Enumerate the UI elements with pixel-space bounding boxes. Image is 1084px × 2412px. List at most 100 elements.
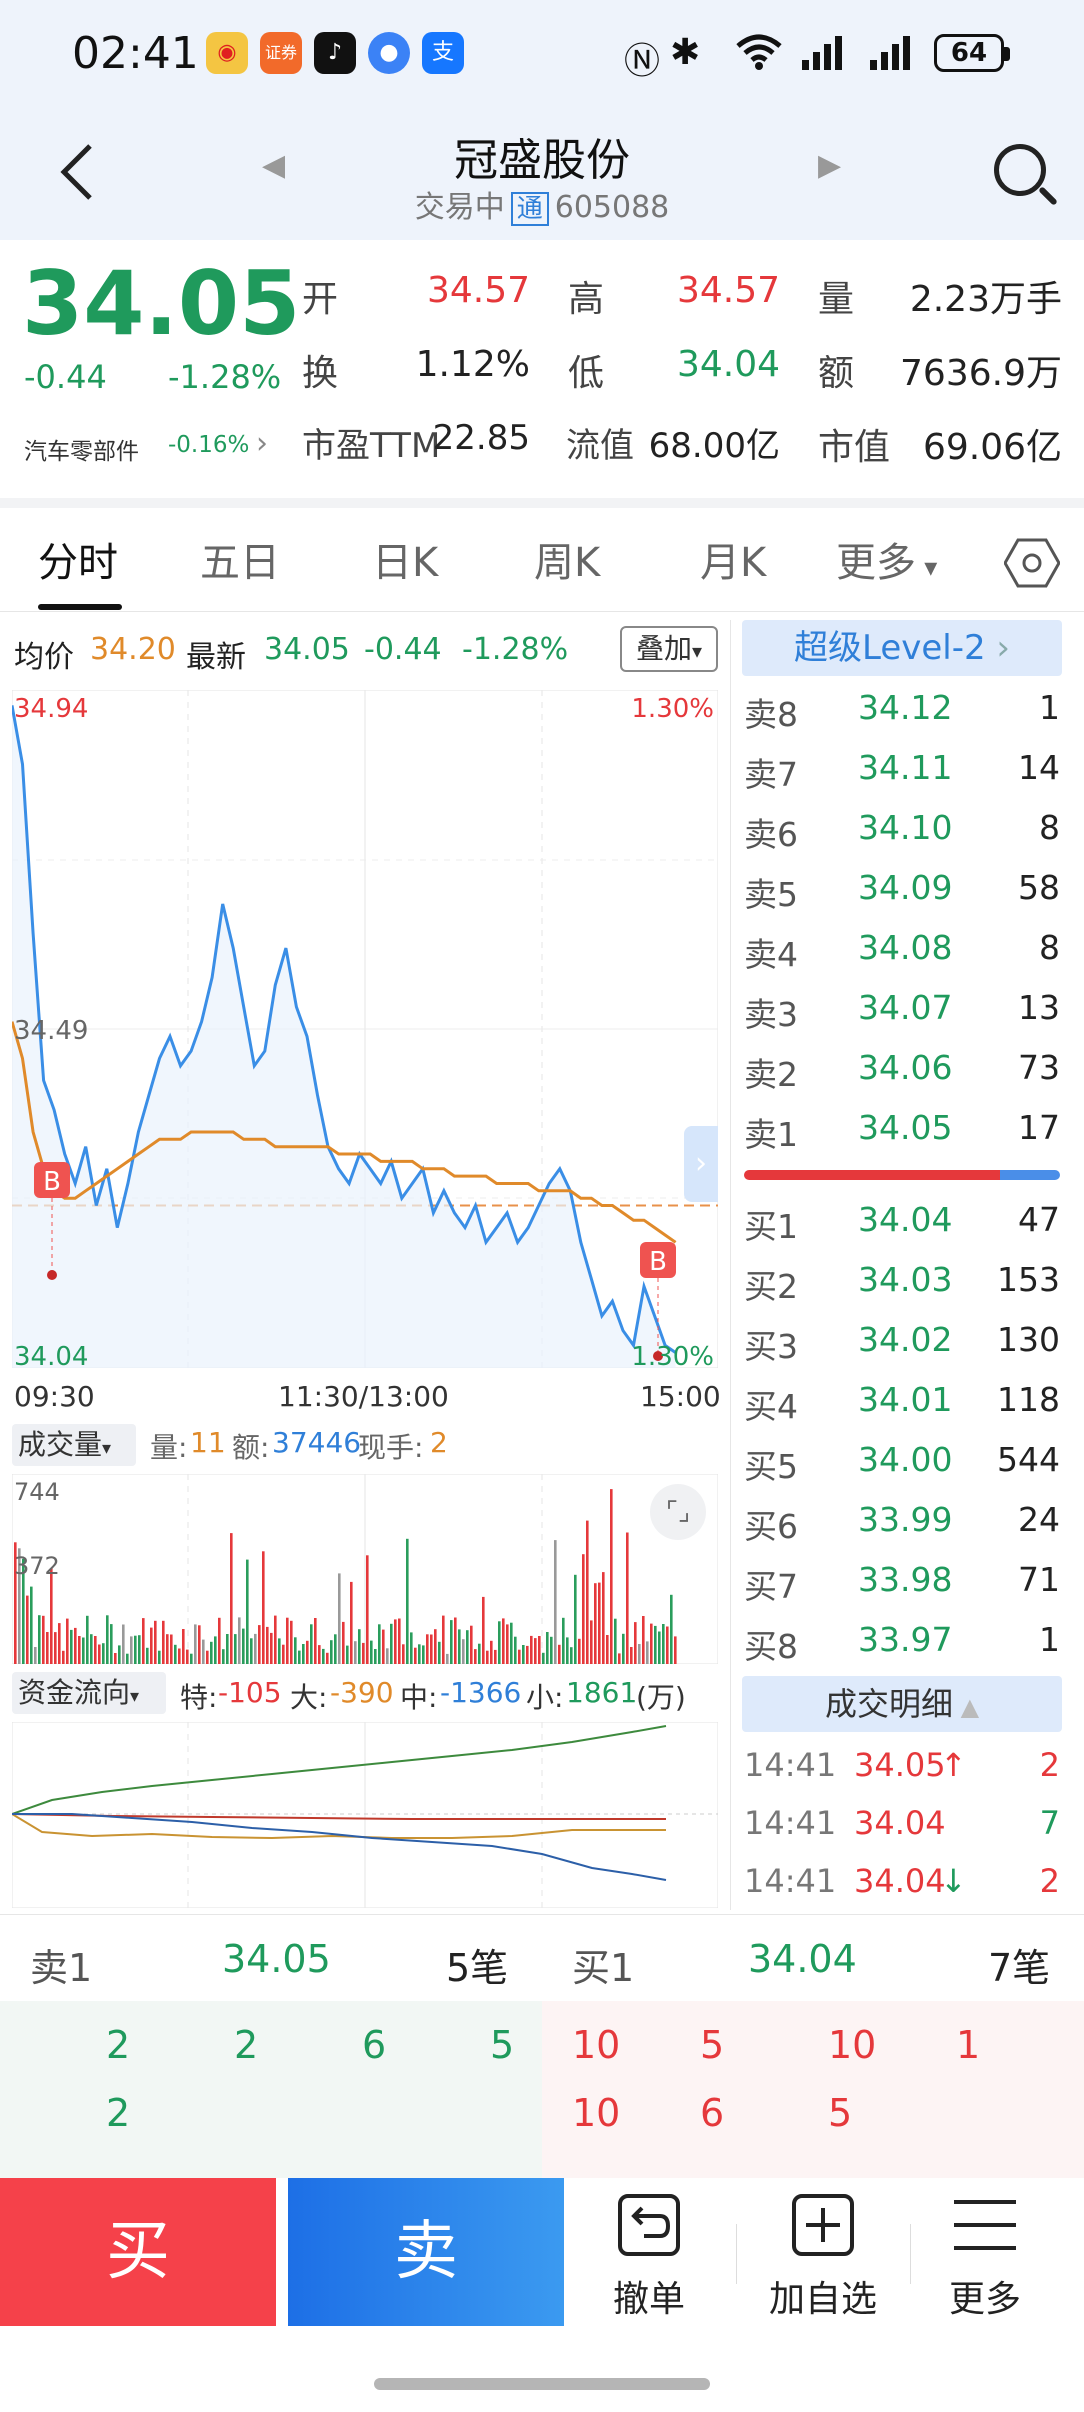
- ff-large-label: 大:: [290, 1681, 328, 1714]
- buy-marker[interactable]: B: [34, 1162, 70, 1280]
- stock-subtitle: 交易中通 605088: [0, 182, 1084, 226]
- volume-bar: [450, 1620, 453, 1664]
- volume-bar: [382, 1629, 385, 1664]
- volume-bar: [214, 1636, 217, 1664]
- buy-marker[interactable]: B: [640, 1242, 676, 1361]
- bid-row[interactable]: 买8 33.97 1: [744, 1620, 1060, 1680]
- volume-bar: [370, 1640, 373, 1664]
- float-cap-value: 68.00亿: [648, 426, 780, 466]
- ff-small-label: 小:: [526, 1681, 564, 1714]
- bid-row[interactable]: 买4 34.01 118: [744, 1380, 1060, 1440]
- trade-qty: 2: [1039, 1746, 1060, 1784]
- volume-value: 2.23万手: [909, 279, 1062, 320]
- buy-queue-order: 10: [828, 2023, 877, 2067]
- overlay-label: 叠加: [635, 632, 692, 665]
- current-price: 34.05: [22, 252, 301, 355]
- bid-row[interactable]: 买6 33.99 24: [744, 1500, 1060, 1560]
- volume-bar: [442, 1615, 445, 1664]
- chevron-right-icon[interactable]: ›: [256, 426, 268, 461]
- trade-row: 14:41 34.04 7: [744, 1804, 1060, 1860]
- ask-row[interactable]: 卖6 34.10 8: [744, 808, 1060, 868]
- intraday-chart[interactable]: B B 34.94 34.49 34.04 1.30% 1.30% ›: [10, 689, 719, 1372]
- fullscreen-icon[interactable]: ⌜⌟: [650, 1484, 706, 1540]
- volume-bar: [446, 1653, 449, 1664]
- ask-row[interactable]: 卖2 34.06 73: [744, 1048, 1060, 1108]
- volume-bar: [246, 1559, 249, 1664]
- ask-qty: 73: [1018, 1048, 1060, 1087]
- ff-special-label: 特:: [180, 1681, 218, 1714]
- bid-level-label: 买1: [744, 1207, 798, 1246]
- bid-row[interactable]: 买5 34.00 544: [744, 1440, 1060, 1500]
- pct-axis-bottom-label: 1.30%: [631, 1342, 714, 1372]
- tab-weekly-k[interactable]: 周K: [534, 540, 601, 586]
- sector-change[interactable]: -0.16%: [168, 432, 250, 458]
- bid-row[interactable]: 买3 34.02 130: [744, 1320, 1060, 1380]
- trade-qty: 2: [1039, 1862, 1060, 1900]
- back-icon[interactable]: [58, 142, 98, 218]
- volume-bar: [622, 1633, 625, 1664]
- volume-bar: [50, 1568, 53, 1664]
- tab-more[interactable]: 更多 ▾: [836, 530, 937, 588]
- bid-price: 33.99: [858, 1500, 953, 1539]
- fund-flow-chart: [11, 1721, 719, 1909]
- trade-detail-header[interactable]: 成交明细 ▲: [742, 1676, 1062, 1732]
- ask-row[interactable]: 卖1 34.05 17: [744, 1108, 1060, 1168]
- sell-button[interactable]: 卖: [288, 2178, 564, 2326]
- latest-label: 最新: [186, 640, 246, 675]
- ask-row[interactable]: 卖3 34.07 13: [744, 988, 1060, 1048]
- volume-bar: [338, 1573, 341, 1664]
- cancel-order-button[interactable]: 撤单: [564, 2192, 734, 2322]
- tab-daily-k[interactable]: 日K: [372, 540, 439, 586]
- latest-change: -0.44: [364, 632, 442, 667]
- divider: [0, 498, 1084, 508]
- next-stock-icon[interactable]: ▶: [818, 148, 842, 183]
- fund-flow-label: 资金流向: [18, 1676, 131, 1709]
- tab-intraday[interactable]: 分时: [38, 540, 118, 586]
- fund-flow-dropdown[interactable]: 资金流向▾: [12, 1672, 166, 1714]
- ask-row[interactable]: 卖8 34.12 1: [744, 688, 1060, 748]
- home-indicator[interactable]: [374, 2378, 710, 2390]
- volume-bar: [414, 1647, 417, 1664]
- volume-bar: [218, 1617, 221, 1664]
- buy-queue-order: 6: [700, 2091, 725, 2135]
- tab-monthly-k[interactable]: 月K: [700, 540, 767, 586]
- buy-button[interactable]: 买: [0, 2178, 276, 2326]
- volume-bar: [626, 1532, 629, 1664]
- bid-row[interactable]: 买1 34.04 47: [744, 1200, 1060, 1260]
- search-icon[interactable]: [994, 144, 1046, 196]
- more-button[interactable]: 更多: [900, 2192, 1070, 2322]
- volume-bar: [170, 1634, 173, 1664]
- ask-level-label: 卖5: [744, 875, 798, 914]
- ask-row[interactable]: 卖5 34.09 58: [744, 868, 1060, 928]
- volume-bar: [574, 1574, 577, 1664]
- volume-bar: [510, 1622, 513, 1664]
- expand-panel-icon[interactable]: ›: [684, 1126, 718, 1202]
- volume-bar: [634, 1622, 637, 1664]
- divider: [736, 2224, 737, 2284]
- tab-five-day[interactable]: 五日: [200, 540, 280, 586]
- ask-row[interactable]: 卖4 34.08 8: [744, 928, 1060, 988]
- volume-bar: [590, 1620, 593, 1664]
- volume-bar: [670, 1594, 673, 1664]
- bid-row[interactable]: 买2 34.03 153: [744, 1260, 1060, 1320]
- level2-header[interactable]: 超级Level-2 ›: [742, 620, 1062, 676]
- volume-dropdown[interactable]: 成交量▾: [12, 1424, 136, 1466]
- prev-stock-icon[interactable]: ◀: [262, 148, 286, 183]
- amount-value: 7636.9万: [900, 353, 1062, 394]
- mcap-value: 69.06亿: [922, 427, 1062, 468]
- low-value: 34.04: [676, 344, 780, 385]
- settings-icon[interactable]: [1003, 538, 1061, 588]
- ask-level-label: 卖2: [744, 1055, 798, 1094]
- queue-sell-label: 卖1: [30, 1946, 93, 1990]
- sell-queue-order: 5: [490, 2023, 515, 2067]
- avg-price-value: 34.20: [90, 632, 176, 667]
- volume-bar: [178, 1648, 181, 1664]
- ask-row[interactable]: 卖7 34.11 14: [744, 748, 1060, 808]
- overlay-dropdown[interactable]: 叠加▾: [620, 626, 718, 672]
- bid-row[interactable]: 买7 33.98 71: [744, 1560, 1060, 1620]
- add-watchlist-button[interactable]: 加自选: [738, 2192, 908, 2322]
- volume-bar: [74, 1627, 77, 1664]
- volume-bar: [330, 1640, 333, 1664]
- volume-bar: [546, 1632, 549, 1664]
- sector-name[interactable]: 汽车零部件: [24, 439, 139, 465]
